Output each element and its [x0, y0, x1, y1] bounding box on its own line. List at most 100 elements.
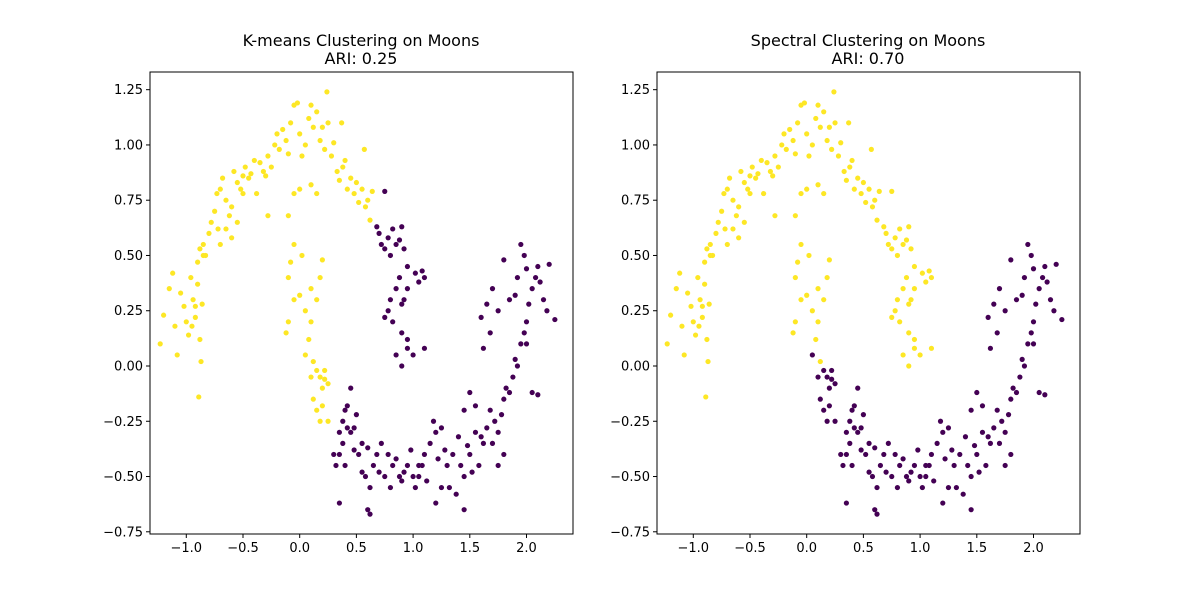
kmeans-point-255 [535, 392, 541, 398]
kmeans-point-187 [401, 469, 407, 475]
spectral-point-48 [787, 126, 793, 133]
spectral-point-223 [1010, 385, 1016, 391]
spectral-point-12 [699, 314, 705, 320]
kmeans-point-114 [319, 385, 325, 391]
kmeans-point-183 [390, 462, 396, 469]
kmeans-point-249 [495, 308, 501, 314]
kmeans-point-248 [487, 330, 493, 336]
spectral-point-150 [824, 374, 830, 380]
spectral-point-273 [843, 429, 849, 435]
spectral-point-98 [821, 190, 827, 197]
kmeans-point-110 [302, 352, 308, 358]
spectral-point-148 [809, 352, 815, 358]
spectral-point-31 [738, 168, 744, 175]
spectral-point-166 [840, 462, 846, 469]
spectral-point-243 [1008, 257, 1014, 263]
spectral-point-27 [726, 175, 733, 181]
spectral-point-254 [1036, 389, 1042, 396]
kmeans-xtick-label-0: −1.0 [171, 541, 203, 556]
spectral-point-24 [719, 208, 725, 214]
spectral-point-29 [733, 213, 739, 219]
spectral-point-107 [809, 308, 815, 314]
kmeans-point-49 [283, 137, 289, 144]
kmeans-point-146 [387, 297, 394, 303]
kmeans-point-177 [374, 451, 380, 458]
spectral-point-74 [855, 175, 861, 181]
kmeans-point-153 [399, 363, 405, 369]
kmeans-point-1 [161, 312, 167, 318]
kmeans-point-124 [317, 274, 323, 281]
spectral-point-195 [931, 478, 937, 484]
spectral-point-182 [894, 484, 901, 491]
kmeans-point-206 [455, 434, 462, 440]
spectral-point-34 [747, 173, 753, 179]
kmeans-point-89 [189, 323, 195, 329]
spectral-point-89 [696, 323, 702, 329]
kmeans-point-94 [217, 241, 223, 248]
kmeans-point-133 [385, 235, 391, 241]
kmeans-chart: K-means Clustering on Moons ARI: 0.25 −1… [103, 31, 574, 556]
kmeans-point-142 [401, 297, 407, 303]
spectral-point-4 [679, 323, 685, 329]
spectral-point-94 [724, 241, 730, 248]
spectral-point-3 [677, 270, 683, 276]
spectral-point-66 [835, 153, 842, 159]
spectral-point-165 [843, 451, 849, 458]
spectral-point-215 [987, 440, 994, 446]
spectral-point-113 [815, 286, 821, 292]
kmeans-point-88 [192, 303, 198, 309]
spectral-point-18 [702, 259, 708, 265]
kmeans-point-185 [396, 473, 403, 480]
kmeans-point-93 [229, 235, 235, 241]
kmeans-point-71 [340, 164, 346, 170]
spectral-point-62 [826, 124, 832, 130]
kmeans-point-75 [351, 190, 357, 197]
spectral-point-131 [900, 286, 906, 292]
spectral-point-239 [1059, 316, 1065, 323]
kmeans-ytick-label-0: −0.75 [103, 525, 143, 540]
spectral-point-41 [767, 168, 774, 175]
spectral-axes-frame [656, 71, 1081, 535]
kmeans-point-245 [484, 301, 490, 307]
kmeans-point-59 [310, 124, 316, 130]
kmeans-axes-frame [149, 71, 574, 535]
spectral-point-154 [815, 374, 821, 380]
kmeans-point-103 [291, 297, 297, 303]
spectral-point-199 [942, 456, 948, 462]
kmeans-point-261 [367, 511, 373, 517]
spectral-point-225 [1017, 374, 1023, 380]
kmeans-point-29 [226, 213, 232, 219]
spectral-ticks: −1.0 −0.5 0.0 0.5 1.0 1.5 2.0 −0.75 −0.50 −0.25 0.… [610, 83, 1044, 556]
kmeans-point-170 [351, 447, 357, 453]
spectral-ytick-label-6: 0.75 [621, 194, 650, 209]
kmeans-point-57 [306, 115, 312, 122]
kmeans-point-30 [229, 204, 235, 210]
kmeans-point-266 [495, 462, 501, 469]
spectral-point-13 [702, 281, 708, 287]
spectral-point-161 [855, 385, 861, 391]
kmeans-point-3 [170, 270, 176, 276]
kmeans-point-179 [378, 440, 384, 446]
spectral-point-155 [817, 396, 823, 402]
kmeans-point-260 [365, 507, 371, 513]
spectral-point-114 [889, 188, 895, 194]
kmeans-point-54 [297, 131, 303, 137]
kmeans-point-107 [302, 308, 308, 314]
spectral-point-151 [826, 385, 832, 391]
spectral-point-90 [721, 190, 727, 197]
kmeans-xtick-label-4: 1.0 [403, 541, 424, 556]
kmeans-point-145 [393, 286, 399, 292]
kmeans-point-12 [192, 314, 198, 320]
spectral-point-181 [892, 451, 898, 458]
spectral-point-253 [1030, 341, 1037, 347]
kmeans-point-272 [331, 451, 337, 458]
kmeans-point-163 [344, 425, 350, 431]
spectral-point-115 [883, 230, 889, 236]
kmeans-point-0 [157, 341, 163, 347]
kmeans-ytick-label-8: 1.25 [114, 83, 143, 98]
spectral-point-8 [690, 319, 696, 325]
spectral-point-65 [832, 120, 838, 126]
spectral-point-203 [953, 484, 959, 491]
kmeans-point-53 [294, 100, 301, 106]
spectral-point-180 [889, 473, 895, 480]
